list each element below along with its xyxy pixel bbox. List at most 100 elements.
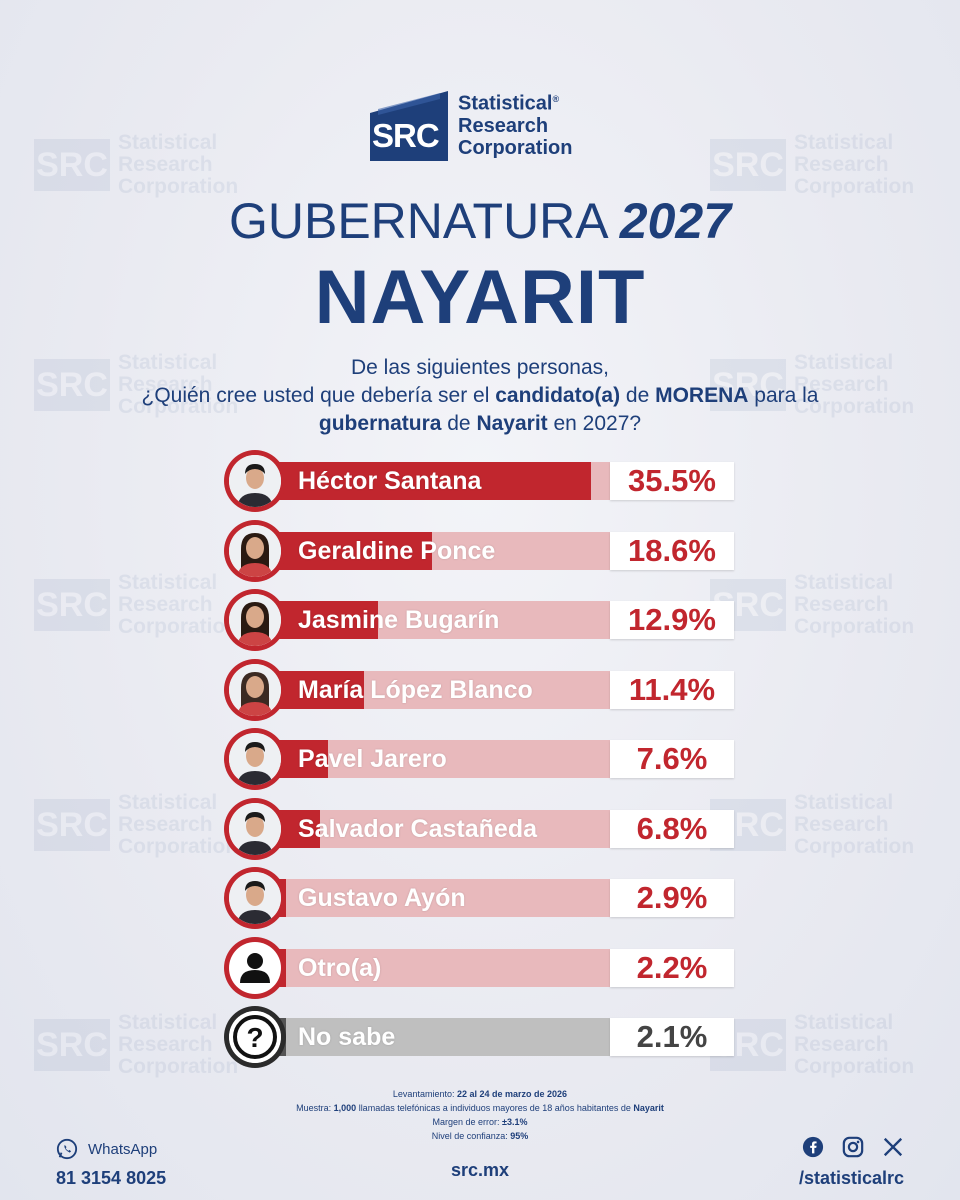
question-emphasis: candidato(a)	[495, 384, 621, 407]
note-value: 1,000	[333, 1103, 357, 1113]
logo-building-icon	[370, 90, 448, 161]
avatar: ?	[224, 1006, 286, 1068]
bar-row: Geraldine Ponce 18.6%	[222, 519, 742, 582]
data-label: 18.6%	[610, 531, 734, 570]
question-emphasis: Nayarit	[476, 412, 548, 435]
question-mark-icon: ?	[229, 1011, 281, 1063]
margin-note: Margen de error: ±3.1%	[0, 1115, 960, 1129]
user-silhouette-icon	[240, 952, 270, 983]
question-line3: gubernatura de Nayarit en 2027?	[80, 410, 880, 438]
state-title: NAYARIT	[314, 255, 646, 340]
logo-line2: Research	[458, 114, 549, 137]
note-label: Margen de error:	[432, 1117, 500, 1127]
avatar	[224, 936, 286, 999]
bar-row: Salvador Castañeda 6.8%	[222, 797, 742, 860]
bar-track	[256, 462, 634, 500]
note-value: 95%	[510, 1131, 529, 1141]
note-value: Nayarit	[633, 1103, 664, 1113]
x-icon[interactable]	[882, 1136, 904, 1158]
note-value: ±3.1%	[502, 1117, 528, 1127]
sample-note: Muestra: 1,000 llamadas telefónicas a in…	[0, 1101, 960, 1115]
category-label: Pavel Jarero	[298, 745, 447, 773]
logo-mark: SRC	[370, 90, 448, 161]
data-label: 2.1%	[610, 1018, 734, 1056]
website-link[interactable]: src.mx	[450, 1160, 510, 1180]
title-word: GUBERNATURA	[228, 193, 606, 249]
question-text: ¿Quién cree usted que debería ser el	[141, 384, 496, 407]
question-text: para la	[748, 384, 819, 407]
data-label: 2.2%	[610, 948, 734, 987]
bar-track	[256, 740, 634, 778]
note-label: Nivel de confianza:	[431, 1131, 508, 1141]
watermark: SRC Statistical Research Corporation	[34, 792, 238, 858]
category-label: María López Blanco	[298, 675, 533, 704]
data-label: 35.5%	[610, 462, 734, 500]
question-text: de	[441, 412, 477, 435]
logo-abbr: SRC	[372, 116, 440, 154]
watermark: SRC Statistical Research Corporation	[34, 132, 238, 198]
logo-line1: Statistical	[458, 92, 553, 115]
logo-line3: Corporation	[458, 136, 573, 159]
question-emphasis: MORENA	[655, 384, 749, 407]
page-title: GUBERNATURA 2027	[0, 192, 960, 250]
category-label: Otro(a)	[298, 953, 382, 982]
data-label: 12.9%	[610, 601, 734, 639]
note-label: Levantamiento:	[392, 1089, 455, 1099]
avatar	[224, 867, 286, 929]
question-emphasis: gubernatura	[318, 412, 442, 435]
person-photo-icon	[229, 802, 281, 855]
whatsapp-number[interactable]: 81 3154 8025	[56, 1168, 167, 1188]
data-label: 7.6%	[610, 740, 734, 778]
bar-row: Pavel Jarero 7.6%	[222, 728, 742, 790]
methodology-notes: Levantamiento: 22 al 24 de marzo de 2026…	[0, 1087, 960, 1143]
bar-track	[256, 531, 634, 570]
bar-row: María López Blanco 11.4%	[222, 658, 742, 721]
category-label: Héctor Santana	[298, 467, 482, 495]
person-photo-icon	[229, 872, 281, 924]
social-links: /statisticalrc	[799, 1136, 904, 1189]
category-label: Gustavo Ayón	[298, 884, 466, 912]
registered-mark: ®	[552, 94, 560, 104]
avatar	[224, 797, 286, 860]
question-line2: ¿Quién cree usted que debería ser el can…	[80, 382, 880, 410]
data-label: 6.8%	[610, 809, 734, 848]
person-photo-icon	[229, 733, 281, 785]
person-photo-icon	[229, 455, 281, 507]
data-label: 11.4%	[610, 670, 734, 709]
confidence-note: Nivel de confianza: 95%	[0, 1129, 960, 1143]
whatsapp-icon	[56, 1138, 78, 1160]
question-line1: De las siguientes personas,	[351, 356, 609, 379]
facebook-icon[interactable]	[802, 1136, 824, 1158]
person-photo-icon	[229, 524, 281, 577]
logo-wordmark: Statistical® Research Corporation	[458, 88, 572, 161]
bar-row: No sabe 2.1%?	[222, 1006, 742, 1068]
data-label: 2.9%	[610, 879, 734, 917]
bar-row: Héctor Santana 35.5%	[222, 450, 742, 512]
bar-track	[256, 948, 634, 987]
question-text: en 2027?	[547, 412, 642, 435]
note-label: Muestra:	[296, 1103, 332, 1113]
avatar	[224, 519, 286, 582]
svg-text:?: ?	[246, 1022, 263, 1053]
note-text: llamadas telefónicas a individuos mayore…	[356, 1103, 634, 1113]
avatar	[224, 450, 286, 512]
category-label: Salvador Castañeda	[298, 814, 537, 843]
person-photo-icon	[229, 663, 281, 716]
avatar	[224, 589, 286, 651]
avatar	[224, 658, 286, 721]
whatsapp-contact[interactable]: WhatsApp 81 3154 8025	[56, 1138, 166, 1189]
bar-row: Jasmine Bugarín 12.9%	[222, 589, 742, 651]
note-value: 22 al 24 de marzo de 2026	[456, 1089, 568, 1099]
bar	[256, 462, 592, 500]
person-photo-icon	[229, 594, 281, 646]
title-year: 2027	[619, 193, 732, 249]
category-label: Jasmine Bugarín	[298, 606, 500, 634]
whatsapp-label: WhatsApp	[88, 1140, 158, 1158]
survey-dates: Levantamiento: 22 al 24 de marzo de 2026	[0, 1087, 960, 1101]
social-handle[interactable]: /statisticalrc	[798, 1168, 904, 1188]
category-label: No sabe	[298, 1023, 396, 1051]
watermark: SRC Statistical Research Corporation	[710, 132, 914, 198]
bar-row: Otro(a) 2.2%	[222, 936, 742, 999]
instagram-icon[interactable]	[842, 1136, 864, 1158]
survey-question: De las siguientes personas, ¿Quién cree …	[80, 354, 880, 438]
